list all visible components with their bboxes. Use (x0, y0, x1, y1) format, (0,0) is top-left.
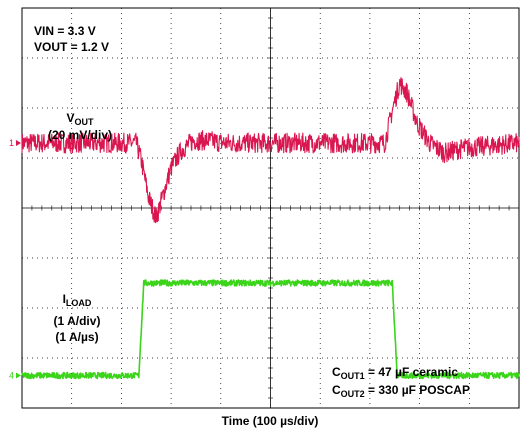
cout1-annotation: COUT1 = 47 µF ceramic (332, 365, 458, 381)
vout-scale-label: (20 mV/div) (47, 128, 113, 142)
cout2-rest: = 330 µF POSCAP (364, 383, 470, 397)
cout2-main: C (332, 383, 341, 397)
graticule (21, 7, 520, 409)
vin-annotation: VIN = 3.3 V (34, 24, 96, 38)
channel-marker-label: 1 (9, 138, 14, 148)
channel-markers: 14 (9, 138, 21, 381)
cout2-annotation: COUT2 = 330 µF POSCAP (332, 383, 470, 399)
iload-trace-label: ILOAD (63, 292, 92, 308)
vout-trace-label-sub: OUT (74, 117, 94, 127)
channel-marker-arrow (16, 140, 21, 146)
channel-marker-label: 4 (9, 371, 14, 381)
x-axis-label: Time (100 µs/div) (221, 414, 319, 428)
iload-scale-label: (1 A/div) (53, 314, 101, 328)
cout1-rest: = 47 µF ceramic (364, 365, 458, 379)
iload-slew-label: (1 A/µs) (55, 330, 99, 344)
vout-trace-label: VOUT (66, 111, 93, 127)
channel-marker-arrow (16, 372, 21, 379)
iload-trace-label-sub: LOAD (65, 298, 92, 308)
traces (21, 77, 520, 380)
vout-trace-label-main: V (66, 111, 75, 125)
iload-trace (21, 279, 520, 380)
cout2-sub: OUT2 (340, 389, 365, 399)
cout1-main: C (332, 365, 341, 379)
cout1-sub: OUT1 (340, 371, 365, 381)
vout-annotation: VOUT = 1.2 V (34, 40, 110, 54)
iload-trace-label-main: I (62, 292, 66, 306)
vout-trace (21, 77, 520, 224)
